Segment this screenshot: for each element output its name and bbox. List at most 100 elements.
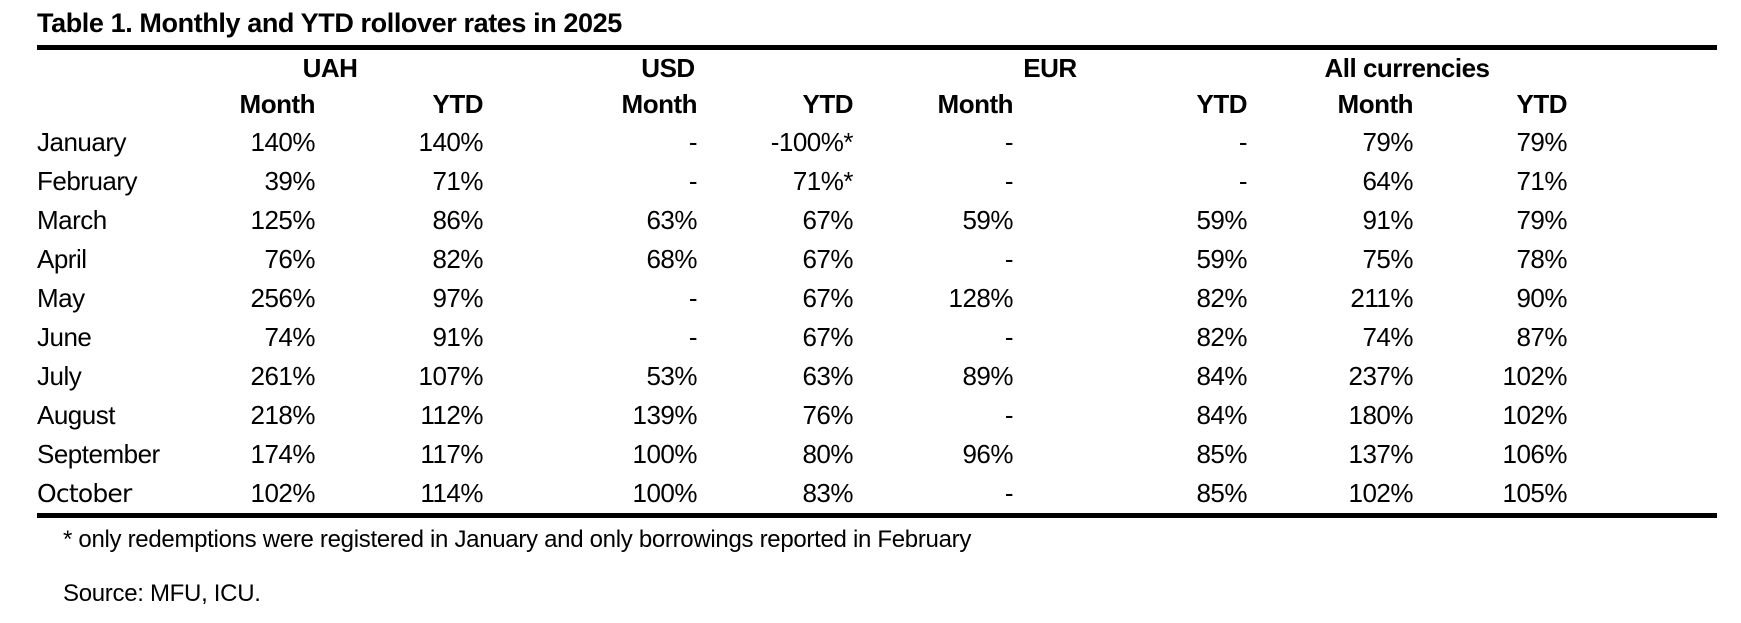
cell-march-uah-month: 125% — [250, 205, 316, 235]
cell-may-all-currencies-ytd: 90% — [1516, 283, 1568, 313]
cell-may-eur-month: 128% — [948, 283, 1014, 313]
table-row-march: March 125% 86% 63% 67% 59% 59% 91% 79% — [37, 201, 1717, 240]
cell-april-uah-ytd: 82% — [432, 244, 483, 274]
table-body: January 140% 140% - -100%* - - 79% 79% February 39… — [37, 123, 1717, 516]
cell-july-uah-ytd: 107% — [418, 361, 484, 391]
cell-august-eur-ytd: 84% — [1196, 400, 1247, 430]
cell-february-all-currencies-month: 64% — [1362, 166, 1413, 196]
cell-may-uah-ytd: 97% — [432, 283, 483, 313]
row-label: June — [37, 322, 92, 352]
spacer-cell — [1567, 123, 1717, 162]
cell-july-all-currencies-ytd: 102% — [1502, 361, 1568, 391]
cell-october-usd-month: 100% — [632, 478, 698, 508]
table-row-april: April 76% 82% 68% 67% - 59% 75% 78% — [37, 240, 1717, 279]
cell-july-usd-ytd: 63% — [802, 361, 853, 391]
cell-may-usd-ytd: 67% — [802, 283, 853, 313]
cell-august-uah-ytd: 112% — [420, 400, 483, 430]
table-row-june: June 74% 91% - 67% - 82% 74% 87% — [37, 318, 1717, 357]
cell-january-uah-ytd: 140% — [418, 127, 484, 157]
cell-june-uah-ytd: 91% — [432, 322, 483, 352]
row-label: March — [37, 205, 107, 235]
cell-august-all-currencies-ytd: 102% — [1502, 400, 1568, 430]
figure-content: Table 1. Monthly and YTD rollover rates … — [37, 8, 1718, 608]
cell-march-eur-month: 59% — [962, 205, 1013, 235]
table-row-september: September 174% 117% 100% 80% 96% 85% 137% 106% — [37, 435, 1717, 474]
cell-may-usd-month: - — [688, 283, 698, 313]
cell-september-usd-ytd: 80% — [802, 439, 853, 469]
cell-april-usd-month: 68% — [646, 244, 697, 274]
cell-september-eur-month: 96% — [962, 439, 1013, 469]
col-header-all-currencies-month: Month — [1337, 89, 1414, 119]
table-header: UAH USD EUR All currencies Month YTD Month YTD… — [37, 48, 1717, 124]
spacer-cell — [1567, 396, 1717, 435]
group-header-all-currencies: All currencies — [1324, 52, 1490, 83]
col-header-eur-month: Month — [937, 89, 1014, 119]
row-label: August — [37, 400, 115, 430]
cell-june-eur-ytd: 82% — [1196, 322, 1247, 352]
cell-june-all-currencies-ytd: 87% — [1516, 322, 1568, 352]
cell-january-all-currencies-ytd: 79% — [1516, 127, 1568, 157]
cell-january-usd-month: - — [688, 127, 698, 157]
table-row-august: August 218% 112% 139% 76% - 84% 180% 102% — [37, 396, 1717, 435]
cell-march-usd-ytd: 67% — [802, 205, 853, 235]
table-row-january: January 140% 140% - -100%* - - 79% 79% — [37, 123, 1717, 162]
cell-july-all-currencies-month: 237% — [1348, 361, 1414, 391]
cell-february-eur-month: - — [1004, 166, 1014, 196]
cell-september-uah-month: 174% — [250, 439, 316, 469]
cell-october-all-currencies-ytd: 105% — [1502, 478, 1568, 508]
cell-february-uah-month: 39% — [264, 166, 315, 196]
cell-may-eur-ytd: 82% — [1196, 283, 1247, 313]
cell-august-uah-month: 218% — [250, 400, 316, 430]
corner-cell — [37, 86, 177, 123]
cell-january-eur-month: - — [1004, 127, 1014, 157]
table-row-may: May 256% 97% - 67% 128% 82% 211% 90% — [37, 279, 1717, 318]
cell-january-eur-ytd: - — [1238, 127, 1248, 157]
cell-march-uah-ytd: 86% — [432, 205, 483, 235]
cell-february-eur-ytd: - — [1238, 166, 1248, 196]
cell-june-uah-month: 74% — [264, 322, 315, 352]
cell-may-uah-month: 256% — [250, 283, 316, 313]
cell-july-uah-month: 261% — [250, 361, 316, 391]
row-label: October — [37, 479, 132, 508]
source-note: Source: MFU, ICU. — [63, 580, 261, 607]
row-label: January — [37, 127, 127, 157]
cell-march-eur-ytd: 59% — [1196, 205, 1247, 235]
cell-april-uah-month: 76% — [264, 244, 315, 274]
spacer-cell — [1567, 435, 1717, 474]
cell-april-all-currencies-ytd: 78% — [1516, 244, 1568, 274]
cell-february-uah-ytd: 71% — [432, 166, 483, 196]
spacer-cell — [1567, 162, 1717, 201]
cell-july-usd-month: 53% — [646, 361, 697, 391]
col-header-all-currencies-ytd: YTD — [1516, 89, 1568, 119]
cell-august-usd-ytd: 76% — [802, 400, 853, 430]
row-label: April — [37, 244, 87, 274]
table-row-july: July 261% 107% 53% 63% 89% 84% 237% 102% — [37, 357, 1717, 396]
cell-february-usd-ytd: 71%* — [792, 166, 854, 196]
table-row-october: October 102% 114% 100% 83% - 85% 102% 105% — [37, 474, 1717, 516]
rollover-rates-table: UAH USD EUR All currencies Month YTD Month YTD… — [37, 45, 1718, 518]
cell-july-eur-ytd: 84% — [1196, 361, 1247, 391]
col-header-uah-month: Month — [239, 89, 316, 119]
spacer-cell — [1567, 474, 1717, 516]
cell-january-uah-month: 140% — [250, 127, 316, 157]
column-header-row: Month YTD Month YTD Month YTD Month YTD — [37, 86, 1717, 123]
row-label: May — [37, 283, 85, 313]
cell-june-usd-ytd: 67% — [802, 322, 853, 352]
table-title: Table 1. Monthly and YTD rollover rates … — [37, 8, 622, 38]
spacer-cell — [1567, 86, 1717, 123]
cell-june-all-currencies-month: 74% — [1362, 322, 1413, 352]
cell-august-all-currencies-month: 180% — [1348, 400, 1414, 430]
col-header-uah-ytd: YTD — [432, 89, 484, 119]
cell-august-eur-month: - — [1004, 400, 1014, 430]
cell-march-usd-month: 63% — [646, 205, 697, 235]
spacer-cell — [1567, 48, 1717, 87]
row-label: July — [37, 361, 82, 391]
cell-september-usd-month: 100% — [632, 439, 698, 469]
col-header-eur-ytd: YTD — [1196, 89, 1248, 119]
cell-october-uah-ytd: 114% — [420, 478, 483, 508]
cell-april-all-currencies-month: 75% — [1362, 244, 1413, 274]
table-row-february: February 39% 71% - 71%* - - 64% 71% — [37, 162, 1717, 201]
cell-july-eur-month: 89% — [962, 361, 1013, 391]
col-header-usd-month: Month — [621, 89, 698, 119]
